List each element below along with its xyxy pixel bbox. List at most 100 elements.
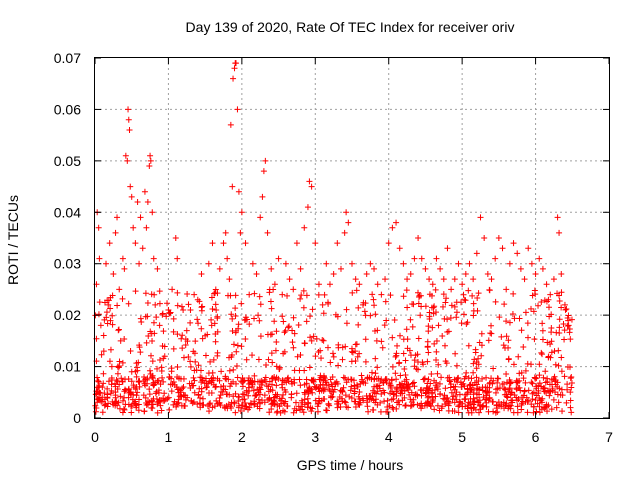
data-point xyxy=(558,354,565,361)
data-point xyxy=(214,313,221,320)
data-point xyxy=(346,393,353,400)
data-point xyxy=(179,385,186,392)
data-point xyxy=(550,396,557,403)
data-point xyxy=(175,375,182,382)
data-point xyxy=(525,397,532,404)
data-point xyxy=(567,375,574,382)
data-point xyxy=(147,152,154,159)
data-point xyxy=(225,401,232,408)
data-point xyxy=(329,350,336,357)
data-point xyxy=(353,287,360,294)
data-point xyxy=(231,399,238,406)
data-point xyxy=(262,157,269,164)
data-point xyxy=(567,336,574,343)
data-point xyxy=(468,375,475,382)
data-point xyxy=(180,383,187,390)
data-point xyxy=(351,398,358,405)
data-point xyxy=(544,408,551,415)
data-point xyxy=(488,375,495,382)
data-point xyxy=(362,358,369,365)
data-point xyxy=(151,291,158,298)
data-point xyxy=(141,408,148,415)
data-point xyxy=(414,401,421,408)
data-point xyxy=(547,354,554,361)
data-point xyxy=(257,333,264,340)
data-point xyxy=(335,362,342,369)
data-point xyxy=(104,391,111,398)
data-point xyxy=(305,400,312,407)
x-tick-label: 7 xyxy=(605,429,613,445)
data-point xyxy=(197,400,204,407)
data-point xyxy=(531,374,538,381)
data-point xyxy=(273,393,280,400)
data-point xyxy=(470,360,477,367)
data-point xyxy=(540,374,547,381)
data-point xyxy=(298,403,305,410)
data-point xyxy=(528,260,535,267)
data-point xyxy=(230,366,237,373)
data-point xyxy=(538,383,545,390)
data-point xyxy=(565,312,572,319)
data-point xyxy=(166,373,173,380)
data-point xyxy=(548,325,555,331)
data-point xyxy=(432,286,439,293)
data-point xyxy=(223,391,230,398)
data-point xyxy=(114,385,121,392)
data-point xyxy=(412,391,419,398)
data-point xyxy=(433,255,440,262)
data-point xyxy=(143,224,150,231)
data-point xyxy=(343,306,350,313)
data-point xyxy=(352,357,359,364)
data-point xyxy=(425,376,432,383)
data-point xyxy=(282,260,289,267)
data-point xyxy=(136,383,143,390)
data-point xyxy=(320,337,327,344)
data-point xyxy=(269,381,276,388)
data-point xyxy=(271,281,278,288)
data-point xyxy=(98,351,105,358)
data-point xyxy=(253,271,260,277)
y-tick-label: 0 xyxy=(73,410,81,426)
data-point xyxy=(191,389,198,396)
data-point xyxy=(306,385,313,392)
data-point xyxy=(115,326,122,333)
data-point xyxy=(139,245,146,252)
data-point xyxy=(461,383,468,390)
data-point xyxy=(107,346,114,353)
data-point xyxy=(503,333,510,340)
data-point xyxy=(144,313,151,320)
data-point xyxy=(229,315,236,322)
data-point xyxy=(531,336,538,343)
data-point xyxy=(539,327,546,334)
data-point xyxy=(142,394,149,401)
data-point xyxy=(514,250,521,257)
data-point xyxy=(411,357,418,364)
data-point xyxy=(230,378,237,385)
data-point xyxy=(146,391,153,398)
data-point xyxy=(397,390,404,397)
data-point xyxy=(319,381,326,388)
data-point xyxy=(269,387,276,394)
data-point xyxy=(380,379,387,386)
data-point xyxy=(517,265,524,272)
data-point xyxy=(444,394,451,401)
data-point xyxy=(564,386,571,393)
data-point xyxy=(264,396,271,403)
data-point xyxy=(425,393,432,400)
data-point xyxy=(401,365,408,372)
data-point xyxy=(461,296,468,303)
data-point xyxy=(117,393,124,400)
data-point xyxy=(308,183,315,190)
data-point xyxy=(418,255,425,262)
data-point xyxy=(393,388,400,395)
data-point xyxy=(199,377,206,384)
data-point xyxy=(495,375,502,382)
data-point xyxy=(348,345,355,352)
data-point xyxy=(303,380,310,387)
data-point xyxy=(355,321,362,328)
data-point xyxy=(275,375,282,382)
data-point xyxy=(134,364,141,371)
data-point xyxy=(251,401,258,408)
data-point xyxy=(475,290,482,297)
data-point xyxy=(548,406,555,413)
